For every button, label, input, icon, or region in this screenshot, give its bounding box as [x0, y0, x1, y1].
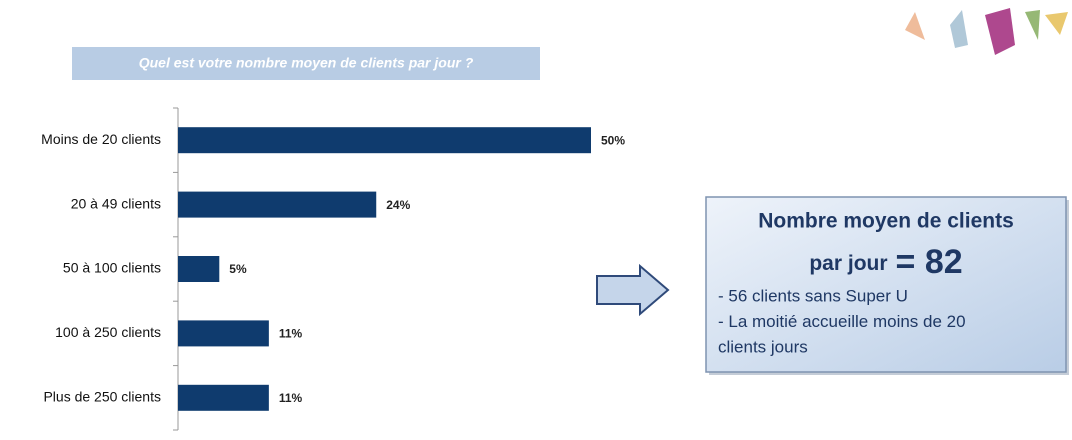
callout-value: = 82	[896, 243, 963, 281]
bar	[178, 320, 269, 347]
plot: Moins de 20 clients 50% 20 à 49 clients 24%…	[41, 107, 625, 431]
value-label: 50%	[601, 133, 625, 147]
callout-note: clients jours	[718, 337, 808, 356]
callout-box	[705, 196, 1067, 373]
callout-note: - La moitié accueille moins de 20	[718, 312, 966, 331]
bar	[178, 256, 220, 282]
category-label: 50 à 100 clients	[63, 260, 161, 276]
arrow	[596, 263, 670, 317]
bar	[178, 127, 591, 154]
callout-note: - 56 clients sans Super U	[718, 286, 908, 305]
bar	[178, 191, 377, 218]
category-label: 100 à 250 clients	[55, 324, 161, 340]
category-label: 20 à 49 clients	[71, 195, 161, 211]
category-label: Plus de 250 clients	[43, 389, 161, 405]
value-label: 11%	[279, 327, 303, 341]
title-banner	[72, 47, 540, 80]
decoration	[905, 8, 1068, 55]
category-label: Moins de 20 clients	[41, 131, 161, 147]
value-label: 11%	[279, 391, 303, 405]
callout-heading: Nombre moyen de clients	[758, 210, 1014, 233]
callout-notes: - 56 clients sans Super U - La moitié acc…	[718, 286, 966, 356]
value-label: 24%	[386, 198, 410, 212]
value-label: 5%	[229, 262, 247, 276]
chart-title: Quel est votre nombre moyen de clients p…	[139, 55, 474, 71]
callout-heading: par jour = 82	[809, 243, 962, 281]
bar	[178, 384, 269, 411]
callout-heading: par jour	[809, 252, 887, 275]
